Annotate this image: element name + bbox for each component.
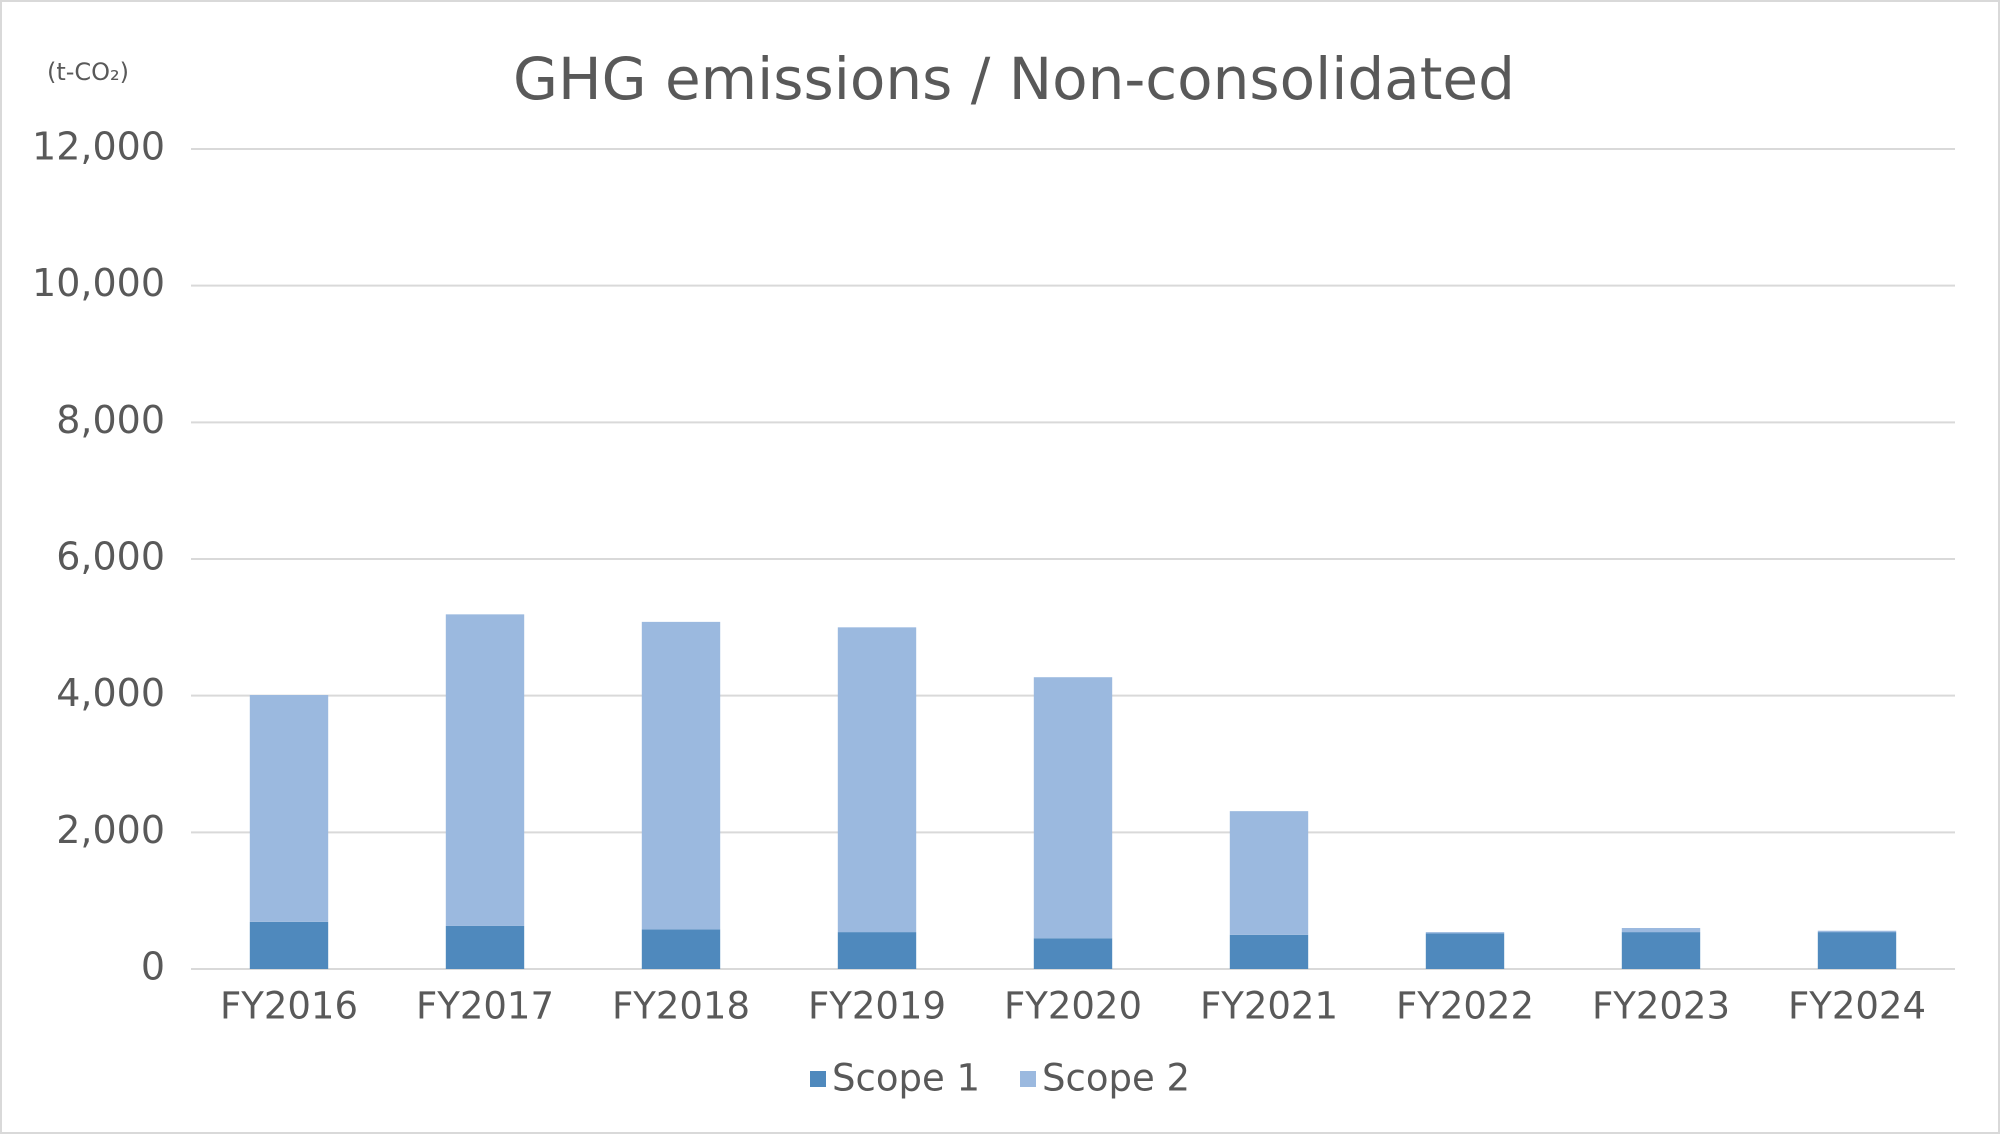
- bar-segment: [1621, 932, 1701, 969]
- bar-segment: [249, 694, 329, 922]
- bar-segment: [1817, 930, 1897, 933]
- legend-label: Scope 2: [1042, 1057, 1190, 1100]
- bar-segment: [1229, 934, 1309, 969]
- y-tick-label: 8,000: [56, 398, 165, 442]
- x-tick-label: FY2024: [1788, 985, 1926, 1028]
- x-tick-label: FY2021: [1200, 985, 1338, 1028]
- x-tick-label: FY2017: [416, 985, 554, 1028]
- x-tick-label: FY2020: [1004, 985, 1142, 1028]
- x-tick-label: FY2022: [1396, 985, 1534, 1028]
- x-tick-label: FY2016: [220, 985, 358, 1028]
- x-tick-label: FY2019: [808, 985, 946, 1028]
- bar-segment: [1621, 928, 1701, 933]
- y-tick-label: 6,000: [56, 535, 165, 579]
- bar-segment: [837, 932, 917, 969]
- bar-segment: [1817, 932, 1897, 969]
- x-tick-label: FY2018: [612, 985, 750, 1028]
- bar-segment: [445, 614, 525, 926]
- bar-segment: [1229, 811, 1309, 935]
- y-tick-label: 0: [141, 945, 165, 989]
- bar-segment: [445, 925, 525, 969]
- bar-segment: [1425, 932, 1505, 934]
- y-tick-label: 10,000: [32, 261, 165, 305]
- bar-segment: [1425, 933, 1505, 969]
- legend-swatch: [1020, 1071, 1036, 1087]
- bar-segment: [1033, 677, 1113, 939]
- y-tick-label: 2,000: [56, 808, 165, 852]
- unit-label: (t-CO₂): [47, 58, 129, 86]
- y-tick-label: 12,000: [32, 125, 165, 169]
- y-tick-label: 4,000: [56, 671, 165, 715]
- legend-swatch: [810, 1071, 826, 1087]
- bar-segment: [249, 921, 329, 969]
- bar-segment: [1033, 938, 1113, 969]
- x-tick-label: FY2023: [1592, 985, 1730, 1028]
- legend-label: Scope 1: [832, 1057, 980, 1100]
- chart-title: GHG emissions / Non-consolidated: [513, 45, 1515, 113]
- bar-segment: [837, 627, 917, 933]
- bar-segment: [641, 929, 721, 969]
- bar-segment: [641, 621, 721, 930]
